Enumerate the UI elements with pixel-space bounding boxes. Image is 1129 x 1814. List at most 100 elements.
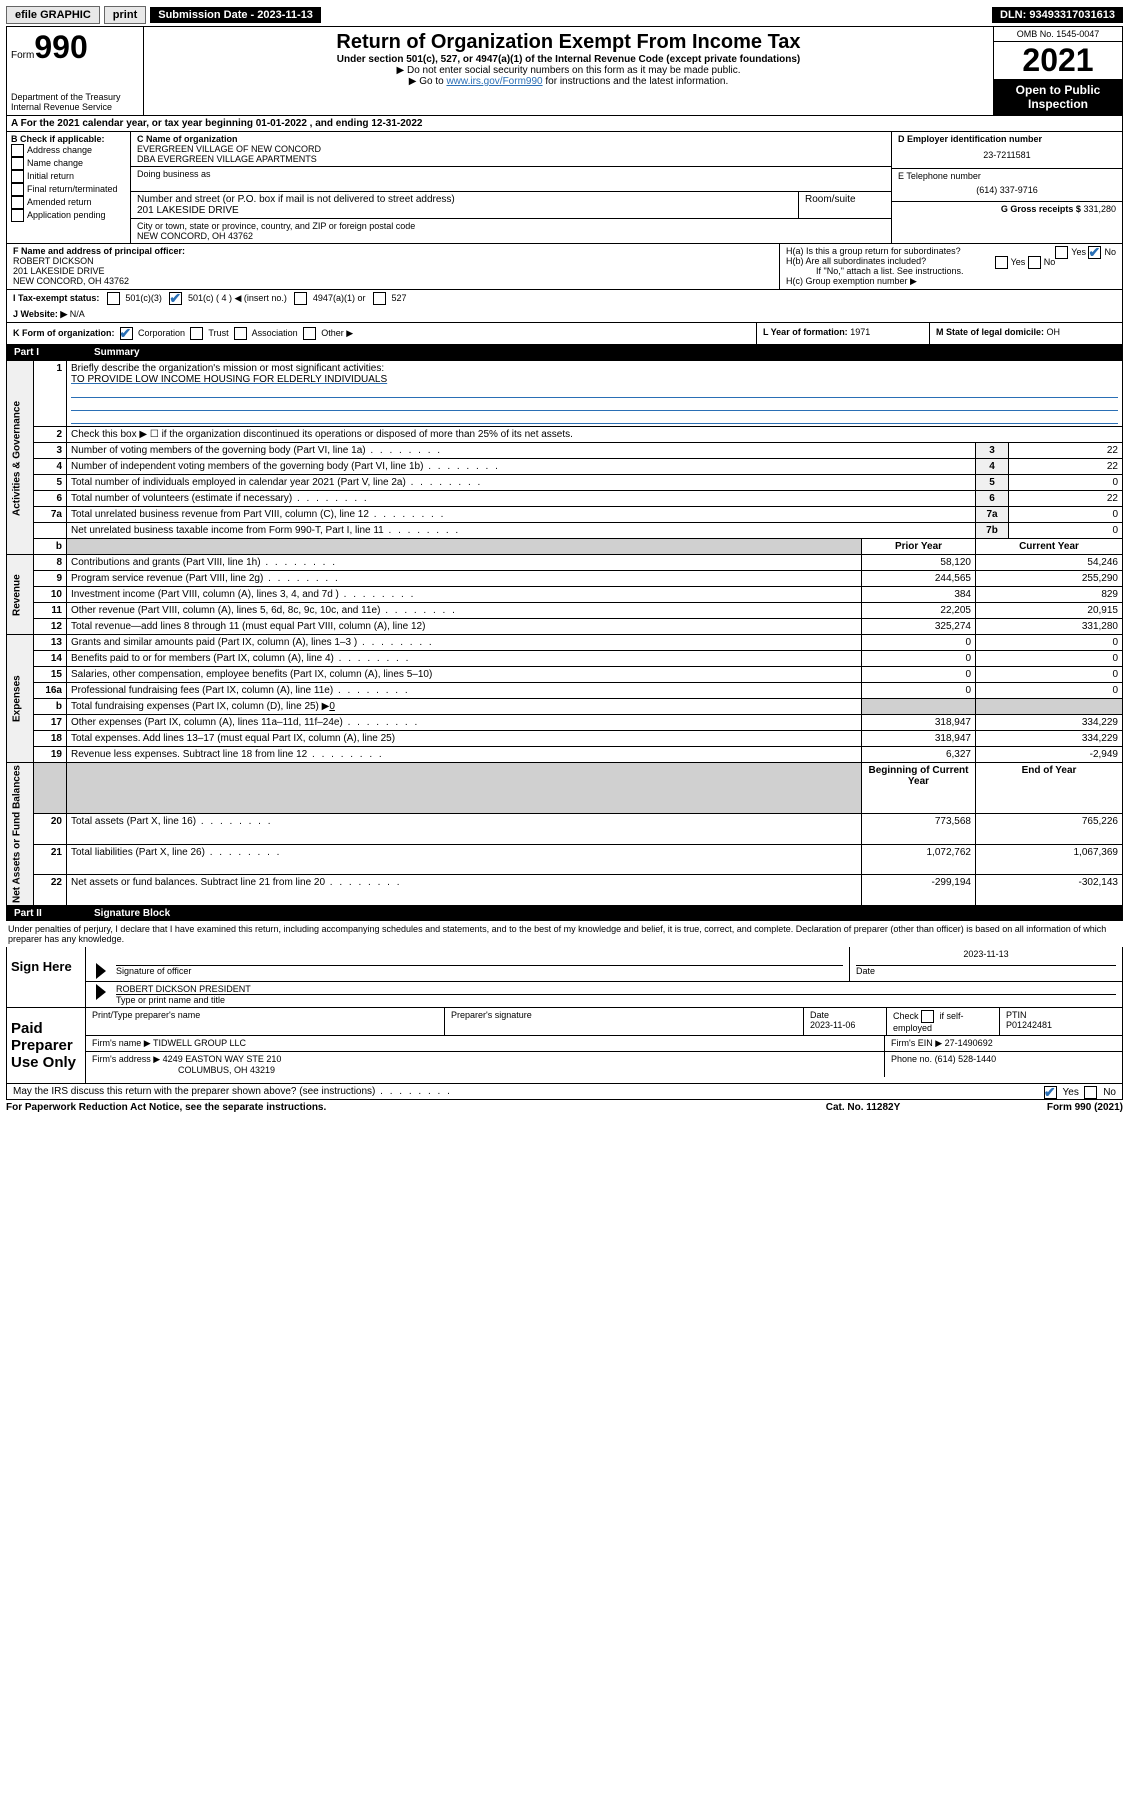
col-b-header: B Check if applicable: xyxy=(11,134,126,144)
catalog-number: Cat. No. 11282Y xyxy=(763,1102,963,1113)
gross-receipts-value: 331,280 xyxy=(1083,204,1116,214)
sign-here-label: Sign Here xyxy=(7,947,86,1007)
name-arrow-icon xyxy=(96,984,106,1000)
ha-group-return: H(a) Is this a group return for subordin… xyxy=(786,246,1116,256)
website-note: ▶ Go to www.irs.gov/Form990 for instruct… xyxy=(152,76,985,87)
line15-label: Salaries, other compensation, employee b… xyxy=(67,667,862,683)
501c3-checkbox[interactable] xyxy=(107,292,120,305)
line18-label: Total expenses. Add lines 13–17 (must eq… xyxy=(67,731,862,747)
527-checkbox[interactable] xyxy=(373,292,386,305)
state-domicile: OH xyxy=(1047,327,1061,337)
initial-return-checkbox[interactable]: Initial return xyxy=(11,170,126,183)
line10-current: 829 xyxy=(976,587,1123,603)
line12-label: Total revenue—add lines 8 through 11 (mu… xyxy=(67,619,862,635)
line22-prior: -299,194 xyxy=(862,875,976,906)
mission-label: Briefly describe the organization's miss… xyxy=(71,363,384,374)
perjury-declaration: Under penalties of perjury, I declare th… xyxy=(6,921,1123,947)
block-b-through-g: B Check if applicable: Address change Na… xyxy=(6,132,1123,244)
address-change-checkbox[interactable]: Address change xyxy=(11,144,126,157)
ssn-note: ▶ Do not enter social security numbers o… xyxy=(152,65,985,76)
other-checkbox[interactable] xyxy=(303,327,316,340)
line8-label: Contributions and grants (Part VIII, lin… xyxy=(67,555,862,571)
line4-label: Number of independent voting members of … xyxy=(67,459,976,475)
form-subtitle: Under section 501(c), 527, or 4947(a)(1)… xyxy=(152,54,985,65)
line12-prior: 325,274 xyxy=(862,619,976,635)
ptin-value: P01242481 xyxy=(1006,1020,1052,1030)
line9-prior: 244,565 xyxy=(862,571,976,587)
col-current-year: Current Year xyxy=(976,539,1123,555)
line5-label: Total number of individuals employed in … xyxy=(67,475,976,491)
city-label: City or town, state or province, country… xyxy=(137,221,885,231)
sidecat-revenue: Revenue xyxy=(7,555,34,635)
signature-label: Signature of officer xyxy=(116,966,843,976)
date-label: Date xyxy=(856,966,1116,976)
line14-prior: 0 xyxy=(862,651,976,667)
line15-current: 0 xyxy=(976,667,1123,683)
self-employed-checkbox[interactable] xyxy=(921,1010,934,1023)
preparer-name-col: Print/Type preparer's name xyxy=(86,1008,445,1035)
officer-name-title: ROBERT DICKSON PRESIDENT xyxy=(116,984,1116,995)
print-button[interactable]: print xyxy=(104,6,146,24)
page-footer: For Paperwork Reduction Act Notice, see … xyxy=(6,1100,1123,1115)
line6-label: Total number of volunteers (estimate if … xyxy=(67,491,976,507)
discuss-no-checkbox[interactable] xyxy=(1084,1086,1097,1099)
sign-arrow-icon xyxy=(96,963,106,979)
preparer-date: 2023-11-06 xyxy=(810,1020,855,1030)
officer-label: F Name and address of principal officer: xyxy=(13,246,773,256)
website-value: N/A xyxy=(70,309,85,319)
city-value: NEW CONCORD, OH 43762 xyxy=(137,231,885,241)
column-c-org-info: C Name of organization EVERGREEN VILLAGE… xyxy=(131,132,891,243)
line22-current: -302,143 xyxy=(976,875,1123,906)
line20-label: Total assets (Part X, line 16) xyxy=(67,814,862,845)
officer-city: NEW CONCORD, OH 43762 xyxy=(13,276,773,286)
line16b: Total fundraising expenses (Part IX, col… xyxy=(67,699,862,715)
summary-table: Activities & Governance 1 Briefly descri… xyxy=(6,360,1123,906)
firm-phone: (614) 528-1440 xyxy=(935,1054,997,1064)
block-i-tax-status: I Tax-exempt status: 501(c)(3) 501(c) ( … xyxy=(6,290,1123,307)
line16a-label: Professional fundraising fees (Part IX, … xyxy=(67,683,862,699)
line20-prior: 773,568 xyxy=(862,814,976,845)
line9-current: 255,290 xyxy=(976,571,1123,587)
col-prior-year: Prior Year xyxy=(862,539,976,555)
line20-current: 765,226 xyxy=(976,814,1123,845)
firm-address-2: COLUMBUS, OH 43219 xyxy=(92,1065,275,1075)
dept-treasury: Department of the Treasury xyxy=(11,92,139,102)
part-2-header: Part II Signature Block xyxy=(6,906,1123,921)
final-return-checkbox[interactable]: Final return/terminated xyxy=(11,183,126,196)
dba-label: Doing business as xyxy=(137,169,885,179)
firm-address-1: 4249 EASTON WAY STE 210 xyxy=(163,1054,282,1064)
trust-checkbox[interactable] xyxy=(190,327,203,340)
4947-checkbox[interactable] xyxy=(294,292,307,305)
line15-prior: 0 xyxy=(862,667,976,683)
line2-discontinue: Check this box ▶ ☐ if the organization d… xyxy=(67,427,1123,443)
line7b-label: Net unrelated business taxable income fr… xyxy=(67,523,976,539)
column-d-e-g: D Employer identification number 23-7211… xyxy=(891,132,1122,243)
phone-value: (614) 337-9716 xyxy=(898,181,1116,199)
501c-checkbox[interactable] xyxy=(169,292,182,305)
amended-return-checkbox[interactable]: Amended return xyxy=(11,196,126,209)
application-pending-checkbox[interactable]: Application pending xyxy=(11,209,126,222)
omb-number: OMB No. 1545-0047 xyxy=(994,27,1122,42)
line13-label: Grants and similar amounts paid (Part IX… xyxy=(67,635,862,651)
org-name-label: C Name of organization xyxy=(137,134,885,144)
type-print-label: Type or print name and title xyxy=(116,995,1116,1005)
paid-preparer-label: Paid Preparer Use Only xyxy=(7,1008,86,1083)
corporation-checkbox[interactable] xyxy=(120,327,133,340)
line22-label: Net assets or fund balances. Subtract li… xyxy=(67,875,862,906)
part-1-header: Part I Summary xyxy=(6,345,1123,360)
room-suite-label: Room/suite xyxy=(799,192,891,218)
ein-label: D Employer identification number xyxy=(898,134,1116,144)
line21-label: Total liabilities (Part X, line 26) xyxy=(67,844,862,875)
association-checkbox[interactable] xyxy=(234,327,247,340)
line7b-value: 0 xyxy=(1009,523,1123,539)
irs-link[interactable]: www.irs.gov/Form990 xyxy=(446,76,542,87)
street-label: Number and street (or P.O. box if mail i… xyxy=(137,194,792,205)
phone-label: E Telephone number xyxy=(898,171,1116,181)
discuss-yes-checkbox[interactable] xyxy=(1044,1086,1057,1099)
line11-prior: 22,205 xyxy=(862,603,976,619)
form-number: 990 xyxy=(34,29,87,65)
name-change-checkbox[interactable]: Name change xyxy=(11,157,126,170)
block-k-l-m: K Form of organization: Corporation Trus… xyxy=(6,323,1123,345)
col-end: End of Year xyxy=(976,763,1123,814)
paid-preparer-block: Paid Preparer Use Only Print/Type prepar… xyxy=(6,1008,1123,1084)
